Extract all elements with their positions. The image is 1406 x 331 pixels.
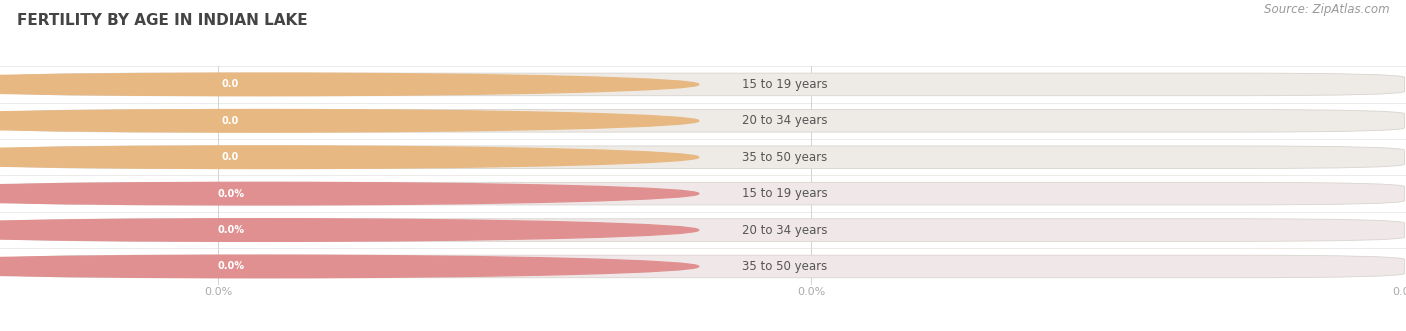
Circle shape bbox=[0, 182, 699, 205]
FancyBboxPatch shape bbox=[1, 110, 1405, 132]
Text: 20 to 34 years: 20 to 34 years bbox=[742, 223, 828, 237]
Text: 0.0%: 0.0% bbox=[217, 261, 245, 271]
Text: 0.0%: 0.0% bbox=[217, 225, 245, 235]
FancyBboxPatch shape bbox=[1, 182, 1405, 205]
Circle shape bbox=[0, 146, 699, 168]
FancyBboxPatch shape bbox=[1, 255, 1405, 278]
FancyBboxPatch shape bbox=[145, 75, 316, 94]
FancyBboxPatch shape bbox=[1, 73, 1405, 96]
FancyBboxPatch shape bbox=[145, 184, 316, 203]
Text: 15 to 19 years: 15 to 19 years bbox=[742, 187, 828, 200]
Circle shape bbox=[0, 73, 699, 96]
Text: 35 to 50 years: 35 to 50 years bbox=[742, 260, 828, 273]
Text: 15 to 19 years: 15 to 19 years bbox=[742, 78, 828, 91]
Text: FERTILITY BY AGE IN INDIAN LAKE: FERTILITY BY AGE IN INDIAN LAKE bbox=[17, 13, 308, 28]
Text: 0.0: 0.0 bbox=[222, 152, 239, 162]
Text: 0.0%: 0.0% bbox=[217, 189, 245, 199]
Circle shape bbox=[0, 219, 699, 241]
Text: 35 to 50 years: 35 to 50 years bbox=[742, 151, 828, 164]
FancyBboxPatch shape bbox=[145, 111, 316, 130]
Circle shape bbox=[0, 255, 699, 278]
FancyBboxPatch shape bbox=[145, 257, 316, 276]
Text: 0.0: 0.0 bbox=[222, 79, 239, 89]
Text: 20 to 34 years: 20 to 34 years bbox=[742, 114, 828, 127]
FancyBboxPatch shape bbox=[1, 219, 1405, 241]
FancyBboxPatch shape bbox=[145, 220, 316, 240]
Text: Source: ZipAtlas.com: Source: ZipAtlas.com bbox=[1264, 3, 1389, 16]
FancyBboxPatch shape bbox=[1, 146, 1405, 168]
Text: 0.0: 0.0 bbox=[222, 116, 239, 126]
FancyBboxPatch shape bbox=[145, 148, 316, 167]
Circle shape bbox=[0, 110, 699, 132]
